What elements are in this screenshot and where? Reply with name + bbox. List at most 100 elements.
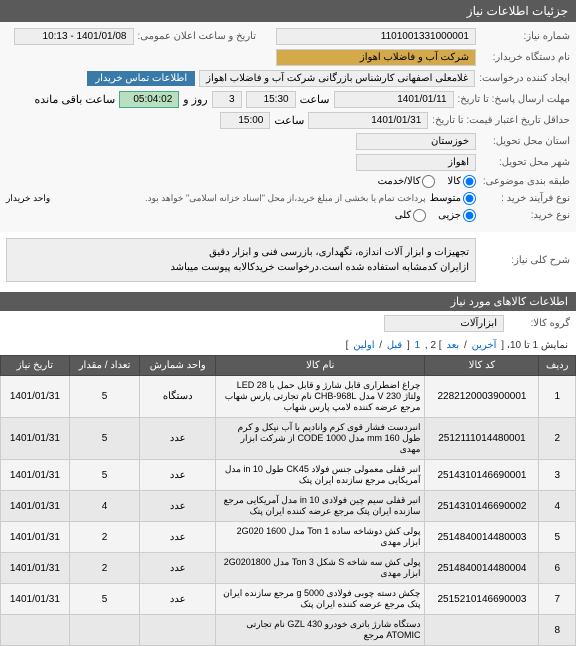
pag-prev-link[interactable]: قبل: [387, 340, 402, 351]
proc-medium-radio[interactable]: [463, 192, 476, 205]
cell-name: انبردست فشار قوی کرم وانادیم با آب نیکل …: [216, 418, 425, 460]
need-no-value: 1101001331000001: [276, 28, 476, 45]
pag-end: ]: [346, 340, 349, 351]
page-title: جزئیات اطلاعات نیاز: [467, 4, 568, 18]
cell-date: 1401/01/31: [1, 491, 70, 522]
summary-line2: ازایران کدمشابه استفاده شده است.درخواست …: [13, 260, 469, 275]
cat-goods-radio[interactable]: [463, 175, 476, 188]
cat-goods-option[interactable]: کالا: [447, 175, 476, 188]
cell-date: 1401/01/31: [1, 522, 70, 553]
buy-bulk-radio[interactable]: [413, 209, 426, 222]
buy-single-label: جزیی: [438, 210, 461, 221]
pag-pre: نمایش 1 تا 10، [: [498, 340, 568, 351]
announce-label: تاریخ و ساعت اعلان عمومی:: [138, 31, 257, 42]
creator-value: غلامعلی اصفهانی کارشناس بازرگانی شرکت آب…: [199, 70, 475, 87]
remain-label: ساعت باقی مانده: [35, 93, 116, 106]
table-row: 8دستگاه شارژ باتری خودرو GZL 430 نام تجا…: [1, 615, 576, 646]
table-header-row: ردیف کد کالا نام کالا واحد شمارش تعداد /…: [1, 356, 576, 376]
buy-bulk-label: کلی: [395, 210, 411, 221]
cell-name: چراغ اضطراری قابل شارژ و قابل حمل با LED…: [216, 376, 425, 418]
cell-unit: عدد: [140, 584, 216, 615]
buy-single-option[interactable]: جزیی: [438, 209, 476, 222]
cell-code: 2282120003900001: [425, 376, 539, 418]
col-name: نام کالا: [216, 356, 425, 376]
col-row: ردیف: [539, 356, 576, 376]
table-row: 42514310146690002انبر قفلی سیم چین فولاد…: [1, 491, 576, 522]
need-no-label: شماره نیاز:: [480, 31, 570, 42]
cell-date: 1401/01/31: [1, 418, 70, 460]
proc-medium-label: متوسط: [430, 193, 461, 204]
pag-last-link[interactable]: آخرین: [472, 340, 497, 351]
time-label-1: ساعت: [300, 93, 330, 106]
proc-medium-option[interactable]: متوسط: [430, 192, 476, 205]
group-value: ابزارآلات: [384, 315, 504, 332]
cell-code: 2514840014480004: [425, 553, 539, 584]
cell-name: چکش دسته چوبی فولادی g 5000 مرجع سازنده …: [216, 584, 425, 615]
deadline-date: 1401/01/11: [334, 91, 454, 108]
cell-n: 2: [539, 418, 576, 460]
cell-unit: عدد: [140, 553, 216, 584]
process-label: نوع فرآیند خرید :: [480, 193, 570, 204]
time-label-2: ساعت: [274, 114, 304, 127]
contact-button[interactable]: اطلاعات تماس خریدار: [87, 71, 195, 86]
cell-date: 1401/01/31: [1, 460, 70, 491]
table-row: 32514310146690001انبر قفلی معمولی جنس فو…: [1, 460, 576, 491]
cat-service-radio[interactable]: [422, 175, 435, 188]
cell-n: 6: [539, 553, 576, 584]
province-value: خوزستان: [356, 133, 476, 150]
table-row: 22512111014480001انبردست فشار قوی کرم وا…: [1, 418, 576, 460]
col-unit: واحد شمارش: [140, 356, 216, 376]
cell-date: [1, 615, 70, 646]
buy-bulk-option[interactable]: کلی: [395, 209, 426, 222]
purchase-label: نوع خرید:: [480, 210, 570, 221]
cell-name: انبر قفلی معمولی جنس فولاد CK45 طول in 1…: [216, 460, 425, 491]
pag-first-link[interactable]: اولین: [353, 340, 374, 351]
summary-box: تجهیزات و ابزار آلات اندازه، نگهداری، با…: [6, 238, 476, 282]
pag-next-link[interactable]: بعد: [446, 340, 459, 351]
pagination: نمایش 1 تا 10، [ آخرین / بعد ] 2 , 1 [ ق…: [0, 336, 576, 355]
cell-unit: دستگاه: [140, 376, 216, 418]
cell-unit: عدد: [140, 418, 216, 460]
pag-page1-link[interactable]: 1: [415, 340, 421, 351]
cell-qty: 5: [69, 460, 140, 491]
cat-service-option[interactable]: کالا/خدمت: [378, 175, 436, 188]
items-section-title: اطلاعات کالاهای مورد نیاز: [0, 292, 576, 311]
category-radio-group: کالا کالا/خدمت: [378, 175, 476, 188]
buyer-label: نام دستگاه خریدار:: [480, 52, 570, 63]
credit-label: حداقل تاریخ اعتبار قیمت: تا تاریخ:: [432, 115, 570, 126]
cell-date: 1401/01/31: [1, 376, 70, 418]
days-label: روز و: [183, 93, 207, 106]
buy-single-radio[interactable]: [463, 209, 476, 222]
group-label: گروه کالا:: [510, 318, 570, 329]
cell-n: 4: [539, 491, 576, 522]
cell-name: پولی کش سه شاخه S شکل Ton 3 مدل 2G020180…: [216, 553, 425, 584]
cell-code: [425, 615, 539, 646]
pag-sep1: /: [461, 340, 467, 351]
cat-goods-label: کالا: [447, 176, 461, 187]
cell-unit: [140, 615, 216, 646]
cell-code: 2512111014480001: [425, 418, 539, 460]
pag-sep3: /: [376, 340, 382, 351]
cell-code: 2515210146690003: [425, 584, 539, 615]
cell-unit: عدد: [140, 491, 216, 522]
deadline-label: مهلت ارسال پاسخ: تا تاریخ:: [458, 94, 570, 105]
remain-timer: 05:04:02: [119, 91, 179, 108]
province-label: استان محل تحویل:: [480, 136, 570, 147]
page-header: جزئیات اطلاعات نیاز: [0, 0, 576, 22]
days-value: 3: [212, 91, 242, 108]
cell-qty: 5: [69, 418, 140, 460]
cell-qty: 2: [69, 522, 140, 553]
table-row: 52514840014480003پولی کش دوشاخه ساده Ton…: [1, 522, 576, 553]
cell-unit: عدد: [140, 522, 216, 553]
cell-n: 5: [539, 522, 576, 553]
city-value: اهواز: [356, 154, 476, 171]
cell-date: 1401/01/31: [1, 553, 70, 584]
cell-date: 1401/01/31: [1, 584, 70, 615]
pag-sep2: [: [404, 340, 410, 351]
cell-qty: 5: [69, 376, 140, 418]
buyer-value: شرکت آب و فاضلاب اهواز: [276, 49, 476, 66]
deadline-time: 15:30: [246, 91, 296, 108]
creator-label: ایجاد کننده درخواست:: [479, 73, 570, 84]
cell-name: پولی کش دوشاخه ساده Ton 1 مدل 2G020 1600…: [216, 522, 425, 553]
purchase-radio-group: جزیی کلی: [395, 209, 476, 222]
